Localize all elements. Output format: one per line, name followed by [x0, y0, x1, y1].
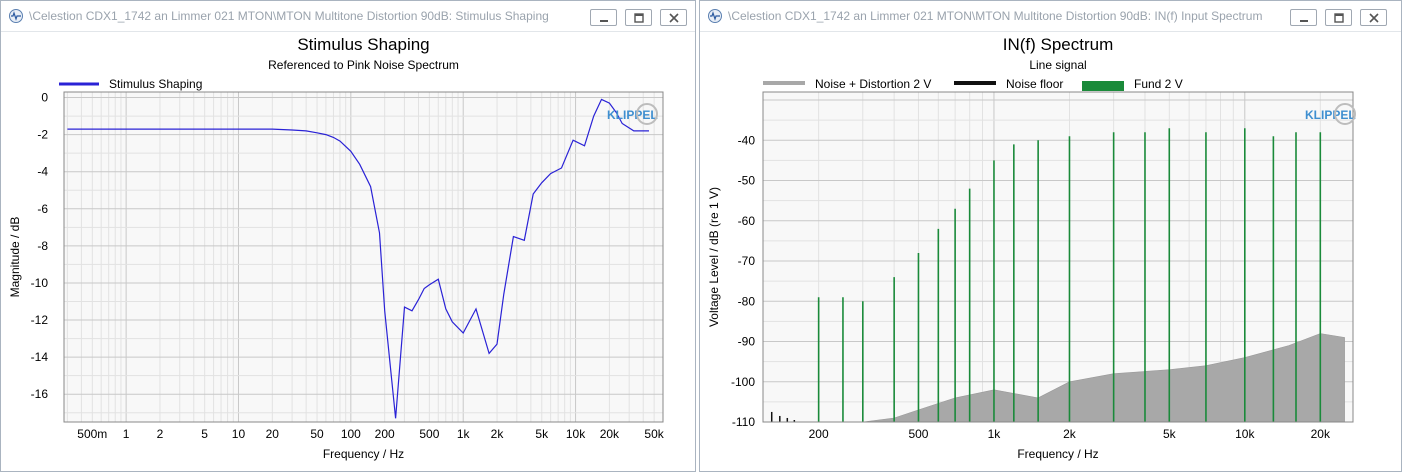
x-tick-label: 20	[266, 427, 280, 441]
title-bar[interactable]: \Celestion CDX1_1742 an Limmer 021 MTON\…	[1, 1, 695, 32]
y-tick-label: -70	[738, 254, 756, 268]
x-tick-label: 50	[310, 427, 324, 441]
legend-swatch	[1082, 81, 1124, 91]
legend-label: Noise floor	[1006, 77, 1063, 91]
chart-subtitle: Referenced to Pink Noise Spectrum	[268, 58, 459, 72]
series-line-stimulus-shaping	[67, 98, 649, 419]
legend-label: Fund 2 V	[1134, 77, 1183, 91]
x-tick-label: 5k	[535, 427, 549, 441]
input-spectrum-window: \Celestion CDX1_1742 an Limmer 021 MTON\…	[699, 0, 1402, 472]
restore-button[interactable]	[625, 9, 652, 26]
klippel-logo	[636, 103, 658, 125]
x-axis-label: Frequency / Hz	[1017, 447, 1098, 461]
x-tick-label: 200	[375, 427, 395, 441]
klippel-logo	[1334, 103, 1356, 125]
y-axis-label: Magnitude / dB	[8, 217, 22, 298]
x-tick-label: 20k	[1311, 427, 1331, 441]
y-tick-label: -100	[731, 375, 755, 389]
stimulus-shaping-window: \Celestion CDX1_1742 an Limmer 021 MTON\…	[0, 0, 696, 472]
x-tick-label: 200	[809, 427, 829, 441]
restore-button[interactable]	[1325, 9, 1352, 26]
x-tick-label: 100	[341, 427, 361, 441]
x-axis-label: Frequency / Hz	[323, 447, 404, 461]
plot-frame	[762, 91, 1354, 423]
x-tick-label: 1k	[457, 427, 471, 441]
close-button[interactable]	[660, 9, 687, 26]
x-tick-label: 500	[908, 427, 928, 441]
y-tick-label: -90	[738, 335, 756, 349]
y-tick-label: -14	[31, 350, 49, 364]
x-tick-label: 20k	[600, 427, 620, 441]
chart-title: Stimulus Shaping	[297, 35, 429, 54]
x-tick-label: 2k	[1063, 427, 1077, 441]
y-tick-label: -6	[37, 202, 48, 216]
y-tick-label: -80	[738, 294, 756, 308]
x-tick-label: 2k	[491, 427, 505, 441]
window-title: \Celestion CDX1_1742 an Limmer 021 MTON\…	[728, 9, 1263, 23]
stimulus-shaping-chart: Stimulus Shaping Referenced to Pink Noise…	[8, 35, 665, 461]
plot-area	[64, 92, 663, 422]
minimize-button[interactable]	[1290, 9, 1317, 26]
title-bar[interactable]: \Celestion CDX1_1742 an Limmer 021 MTON\…	[700, 1, 1401, 32]
y-tick-label: -110	[732, 415, 755, 429]
x-tick-label: 5	[201, 427, 208, 441]
close-button[interactable]	[1360, 9, 1387, 26]
x-tick-label: 10k	[1235, 427, 1255, 441]
x-tick-label: 10	[232, 427, 246, 441]
legend-swatch	[954, 81, 996, 85]
y-tick-label: -8	[37, 239, 48, 253]
y-tick-label: -50	[738, 174, 756, 188]
y-tick-label: -10	[31, 276, 49, 290]
x-tick-label: 50k	[644, 427, 664, 441]
y-tick-label: 0	[41, 91, 48, 105]
x-tick-label: 500	[419, 427, 439, 441]
klippel-logo: KLIPPEL	[1305, 108, 1356, 122]
chart-subtitle: Line signal	[1029, 58, 1086, 72]
klippel-logo: KLIPPEL	[607, 108, 658, 122]
x-tick-label: 1k	[988, 427, 1002, 441]
plot-frame	[63, 91, 664, 423]
x-tick-label: 500m	[77, 427, 107, 441]
klippel-app-icon	[708, 9, 722, 23]
y-tick-label: -2	[37, 128, 48, 142]
y-tick-label: -4	[37, 165, 48, 179]
x-tick-label: 2	[157, 427, 164, 441]
legend-swatch	[763, 81, 805, 85]
y-axis-label: Voltage Level / dB (re 1 V)	[707, 187, 721, 327]
y-tick-label: -40	[738, 133, 756, 147]
chart-title: IN(f) Spectrum	[1003, 35, 1114, 54]
x-tick-label: 5k	[1163, 427, 1177, 441]
x-tick-label: 10k	[566, 427, 586, 441]
window-title: \Celestion CDX1_1742 an Limmer 021 MTON\…	[29, 9, 549, 23]
klippel-app-icon	[9, 9, 23, 23]
x-tick-label: 1	[123, 427, 130, 441]
y-tick-label: -60	[738, 214, 756, 228]
y-tick-label: -16	[31, 387, 49, 401]
minimize-button[interactable]	[590, 9, 617, 26]
y-tick-label: -12	[31, 313, 49, 327]
legend-label: Stimulus Shaping	[109, 77, 202, 91]
input-spectrum-chart: IN(f) Spectrum Line signal Noise + Distort…	[707, 35, 1356, 461]
legend-label: Noise + Distortion 2 V	[815, 77, 931, 91]
